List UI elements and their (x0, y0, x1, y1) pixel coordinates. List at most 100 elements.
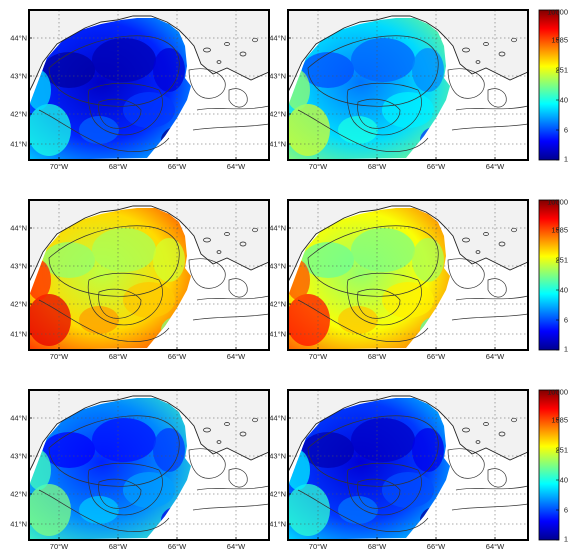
lon-tick-label: 64°W (227, 542, 246, 551)
lat-lon-grid (29, 390, 269, 540)
lat-lon-grid (288, 390, 528, 540)
lat-tick-label: 44°N (10, 414, 27, 423)
lat-tick-label: 41°N (10, 520, 27, 529)
field-patch-1 (302, 52, 354, 88)
lon-tick-label: 64°W (227, 352, 246, 361)
island-5 (511, 227, 517, 233)
coastline (28, 205, 270, 283)
colorbar-tick-label: 6 (564, 126, 568, 135)
coastline (287, 395, 529, 473)
field-patch-3 (382, 92, 434, 128)
colorbar-2-svg: 10000 1585 251 40 6 1 (538, 198, 568, 354)
lat-tick-label: 41°N (269, 140, 286, 149)
map-frame (287, 199, 529, 351)
lat-tick-label: 41°N (10, 330, 27, 339)
island-2 (483, 42, 489, 46)
island-2 (224, 422, 230, 426)
land-mass (29, 390, 269, 472)
island-1 (462, 427, 470, 433)
field-patch-1 (43, 242, 95, 278)
island-5 (252, 37, 258, 43)
island-4 (216, 60, 222, 64)
lon-tick-label: 70°W (309, 352, 328, 361)
island-4 (216, 440, 222, 444)
lat-tick-label: 42°N (269, 110, 286, 119)
lon-tick-label: 66°W (427, 162, 446, 171)
lat-tick-label: 41°N (269, 520, 286, 529)
land-mass (288, 390, 528, 472)
lat-tick-label: 43°N (269, 452, 286, 461)
field-patch-6 (153, 428, 185, 472)
field-patch-2 (92, 228, 156, 272)
coastal-islands (462, 37, 517, 64)
bathymetry-contour-7 (455, 105, 529, 111)
island-2 (483, 232, 489, 236)
lon-tick-label: 68°W (109, 542, 128, 551)
colorbar-tick-label: 10000 (547, 198, 568, 207)
map-frame (287, 389, 529, 541)
map-panel-1-svg: 44°N 43°N 42°N 41°N 70°W 68°W 66°W 64°W (10, 9, 270, 171)
bathymetry-contour-2 (87, 82, 163, 136)
bathymetry-contours (297, 35, 529, 152)
colorbar-1: 10000 1585 251 40 6 1 (538, 8, 568, 164)
lat-tick-label: 42°N (269, 490, 286, 499)
bathymetry-contour-8 (451, 503, 529, 511)
colorbar-tick-label: 1 (564, 155, 568, 164)
bathymetry-contour-3 (98, 478, 142, 509)
bathymetry-contour-1 (307, 225, 439, 297)
lat-tick-label: 43°N (10, 452, 27, 461)
lon-tick-label: 66°W (168, 162, 187, 171)
lon-tick-label: 64°W (486, 352, 505, 361)
field-patch-3 (382, 282, 434, 318)
field-patch-2 (92, 38, 156, 82)
field-patch-6 (412, 238, 444, 282)
map-panel-2-svg: 44°N 43°N 42°N 41°N 70°W 68°W 66°W 64°W (269, 9, 529, 171)
island-3 (498, 241, 506, 247)
field-patch-6 (153, 48, 185, 92)
bathymetry-contour-2 (346, 272, 422, 326)
bathymetry-contours (38, 225, 270, 342)
land-mass (29, 10, 269, 92)
island-1 (203, 427, 211, 433)
bathymetry-contour-6 (228, 278, 248, 298)
lon-tick-label: 70°W (50, 162, 69, 171)
map-panel-5-svg: 44°N 43°N 42°N 41°N 70°W 68°W 66°W 64°W (10, 389, 270, 551)
lon-tick-label: 68°W (368, 162, 387, 171)
field-patch-4 (29, 484, 71, 536)
bathymetry-contour-7 (196, 295, 270, 301)
bathymetry-contour-1 (48, 415, 180, 487)
bathymetry-contour-3 (357, 478, 401, 509)
bathymetry-contour-5 (447, 448, 485, 479)
lon-tick-label: 64°W (227, 162, 246, 171)
bathymetry-contour-7 (455, 485, 529, 491)
lon-tick-label: 70°W (309, 162, 328, 171)
island-5 (252, 417, 258, 423)
island-1 (462, 237, 470, 243)
bathymetry-contour-4 (297, 109, 429, 152)
lat-lon-grid (29, 200, 269, 350)
lon-tick-label: 68°W (109, 352, 128, 361)
coastal-islands (462, 227, 517, 254)
land-mass (288, 200, 528, 282)
lat-tick-label: 44°N (269, 34, 286, 43)
colorbar-1-svg: 10000 1585 251 40 6 1 (538, 8, 568, 164)
lat-tick-label: 43°N (269, 72, 286, 81)
field-patch-2 (92, 418, 156, 462)
map-frame (28, 199, 270, 351)
island-2 (224, 232, 230, 236)
colorbar-tick-label: 251 (555, 446, 568, 455)
coastline (287, 15, 529, 93)
bathymetry-contour-3 (98, 98, 142, 129)
map-frame (28, 9, 270, 161)
colorbar-tick-label: 10000 (547, 8, 568, 17)
field-patch-5 (338, 306, 378, 334)
coastal-islands (203, 227, 258, 254)
field-patch-1 (43, 52, 95, 88)
field-patch-1 (302, 432, 354, 468)
island-2 (224, 42, 230, 46)
lon-tick-label: 68°W (109, 162, 128, 171)
island-5 (511, 417, 517, 423)
colorbar-gradient (538, 9, 560, 161)
field-patch-6 (153, 238, 185, 282)
colorbar-tick-label: 1585 (551, 36, 568, 45)
